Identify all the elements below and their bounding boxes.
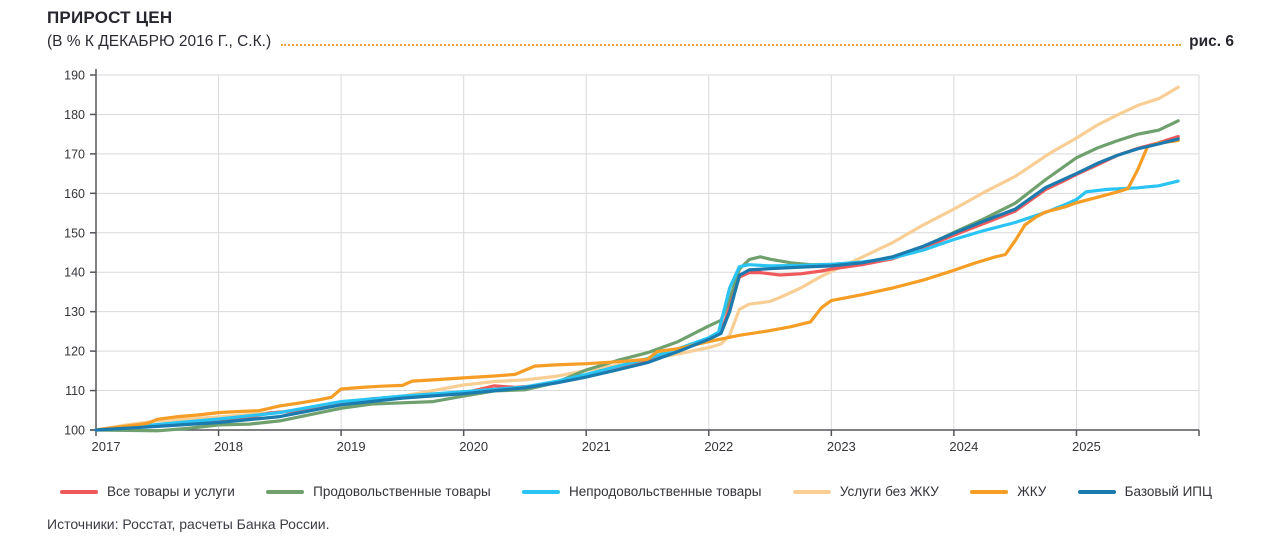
svg-text:180: 180 — [64, 108, 85, 122]
legend-label: Непродовольственные товары — [569, 484, 762, 499]
figure-subtitle-row: (В % К ДЕКАБРЮ 2016 Г., С.К.) рис. 6 — [47, 33, 1234, 51]
svg-text:110: 110 — [65, 384, 85, 398]
legend-item-nonfood: Непродовольственные товары — [522, 484, 761, 499]
legend-swatch-core-cpi — [1077, 489, 1116, 494]
dotted-leader-line — [281, 43, 1182, 46]
svg-text:2020: 2020 — [459, 439, 488, 454]
legend-item-core-cpi: Базовый ИПЦ — [1077, 484, 1212, 499]
legend-label: ЖКУ — [1017, 484, 1047, 499]
legend-item-utilities: ЖКУ — [970, 484, 1046, 499]
figure-number: рис. 6 — [1189, 33, 1234, 50]
legend-item-services-ex-utilities: Услуги без ЖКУ — [792, 484, 939, 499]
legend-item-all-goods-services: Все товары и услуги — [60, 484, 235, 499]
svg-text:2021: 2021 — [582, 439, 611, 454]
legend-label: Все товары и услуги — [107, 484, 235, 499]
svg-text:2025: 2025 — [1072, 439, 1101, 454]
legend-swatch-utilities — [970, 489, 1009, 494]
svg-text:2019: 2019 — [337, 439, 366, 454]
figure-title: ПРИРОСТ ЦЕН — [47, 8, 173, 27]
svg-text:2023: 2023 — [827, 439, 856, 454]
svg-text:140: 140 — [64, 266, 85, 280]
svg-text:150: 150 — [64, 226, 85, 240]
source-note: Источники: Росстат, расчеты Банка России… — [47, 516, 330, 532]
svg-text:2024: 2024 — [949, 439, 978, 454]
svg-text:170: 170 — [64, 147, 85, 161]
svg-text:2018: 2018 — [214, 439, 243, 454]
svg-text:100: 100 — [64, 424, 85, 438]
price-growth-chart: 100 110 120 130 140 150 160 170 180 190 2017 2018 20… — [64, 69, 1200, 454]
svg-text:160: 160 — [64, 187, 85, 201]
chart-legend: Все товары и услуги Продовольственные то… — [60, 484, 1212, 499]
legend-label: Базовый ИПЦ — [1124, 484, 1212, 499]
legend-label: Продовольственные товары — [313, 484, 491, 499]
svg-text:120: 120 — [64, 345, 85, 359]
svg-text:190: 190 — [64, 69, 85, 83]
legend-swatch-all-goods-services — [60, 489, 98, 494]
legend-label: Услуги без ЖКУ — [839, 484, 939, 499]
legend-item-food: Продовольственные товары — [266, 484, 491, 499]
svg-text:2017: 2017 — [92, 439, 121, 454]
legend-swatch-food — [266, 489, 305, 494]
svg-text:130: 130 — [64, 305, 85, 319]
figure-subtitle: (В % К ДЕКАБРЮ 2016 Г., С.К.) — [47, 33, 272, 50]
chart-area: 100 110 120 130 140 150 160 170 180 190 2017 2018 20… — [0, 58, 1280, 470]
svg-text:2022: 2022 — [704, 439, 733, 454]
legend-swatch-nonfood — [522, 489, 561, 494]
legend-swatch-services-ex-utilities — [792, 489, 831, 494]
